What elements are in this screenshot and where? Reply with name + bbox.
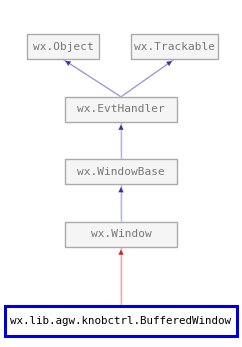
FancyBboxPatch shape <box>65 159 177 184</box>
FancyBboxPatch shape <box>5 306 237 336</box>
Text: wx.WindowBase: wx.WindowBase <box>77 167 165 177</box>
Text: wx.Trackable: wx.Trackable <box>134 42 215 52</box>
FancyBboxPatch shape <box>131 34 218 59</box>
FancyBboxPatch shape <box>65 97 177 122</box>
FancyBboxPatch shape <box>65 222 177 247</box>
Text: wx.Window: wx.Window <box>91 229 151 239</box>
Text: wx.Object: wx.Object <box>32 42 93 52</box>
FancyBboxPatch shape <box>27 34 99 59</box>
Text: wx.lib.agw.knobctrl.BufferedWindow: wx.lib.agw.knobctrl.BufferedWindow <box>10 316 232 326</box>
Text: wx.EvtHandler: wx.EvtHandler <box>77 104 165 114</box>
